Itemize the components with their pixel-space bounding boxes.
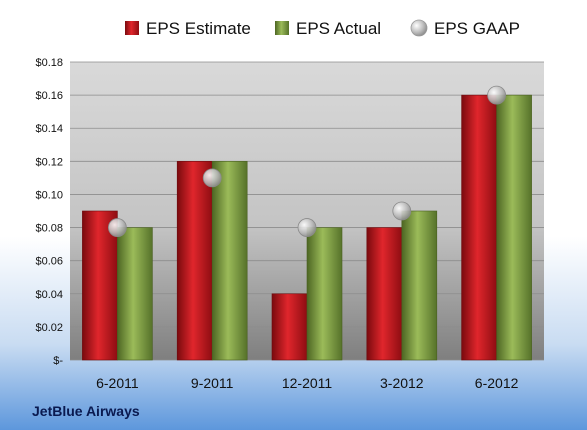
y-tick-label: $0.08	[35, 223, 63, 235]
bar-eps-actual	[211, 161, 248, 361]
legend: EPS Estimate EPS Actual EPS GAAP	[125, 19, 520, 38]
y-tick-label: $0.16	[35, 90, 63, 102]
x-tick-label: 3-2012	[380, 375, 424, 391]
y-tick-label: $-	[53, 355, 63, 367]
bar-eps-actual	[117, 227, 153, 361]
marker-eps-gaap	[392, 201, 412, 221]
company-name: JetBlue Airways	[32, 403, 140, 419]
bar-eps-estimate	[271, 293, 308, 361]
bar-eps-actual	[401, 210, 438, 361]
marker-eps-gaap	[108, 218, 127, 237]
legend-swatch-gaap	[410, 19, 428, 37]
marker-eps-gaap	[487, 85, 507, 105]
bar-eps-estimate	[176, 161, 213, 361]
x-tick-label: 6-2012	[475, 375, 519, 391]
legend-label-gaap: EPS GAAP	[434, 19, 520, 38]
legend-swatch-actual	[275, 21, 289, 35]
bar-eps-estimate	[461, 94, 497, 361]
legend-label-actual: EPS Actual	[296, 19, 381, 38]
x-tick-label: 12-2011	[282, 375, 333, 391]
y-tick-label: $0.10	[35, 189, 63, 201]
y-tick-label: $0.06	[35, 256, 63, 268]
gaap-markers	[108, 85, 507, 237]
bars	[82, 94, 532, 361]
y-tick-label: $0.14	[35, 123, 63, 135]
marker-eps-gaap	[202, 168, 222, 188]
bar-eps-estimate	[366, 227, 403, 361]
bar-eps-estimate	[82, 210, 118, 361]
x-tick-label: 6-2011	[96, 375, 139, 391]
legend-swatch-estimate	[125, 21, 139, 35]
legend-label-estimate: EPS Estimate	[146, 19, 251, 38]
marker-eps-gaap	[297, 218, 317, 237]
y-tick-label: $0.02	[35, 322, 63, 334]
bar-eps-actual	[496, 94, 532, 361]
y-tick-label: $0.04	[35, 289, 63, 301]
y-axis-ticks: $- $0.02 $0.04 $0.06 $0.08 $0.10 $0.12 $0.14 $0.…	[35, 57, 63, 367]
x-tick-label: 9-2011	[191, 375, 234, 391]
y-tick-label: $0.12	[35, 156, 63, 168]
y-tick-label: $0.18	[35, 57, 63, 69]
bar-eps-actual	[306, 227, 343, 361]
x-axis-labels: 6-2011 9-2011 12-2011 3-2012 6-2012	[96, 375, 518, 391]
